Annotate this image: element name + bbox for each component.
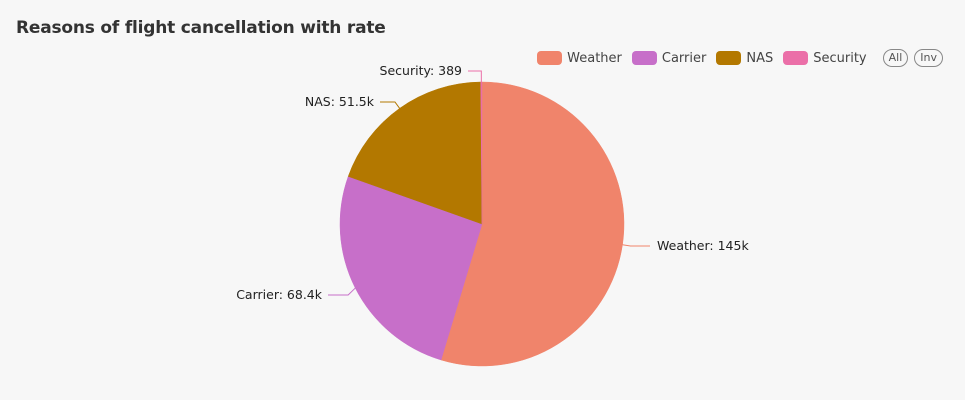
slice-label-nas: NAS: 51.5k — [305, 94, 375, 109]
legend-label-security: Security — [813, 50, 867, 66]
slice-label-security: Security: 389 — [380, 63, 463, 78]
leader-line-carrier — [328, 287, 356, 296]
legend-item-carrier[interactable]: Carrier — [631, 50, 707, 66]
legend-label-carrier: Carrier — [661, 50, 707, 66]
legend-item-security[interactable]: Security — [783, 50, 867, 66]
legend-swatch-weather — [537, 51, 563, 65]
legend-item-weather[interactable]: Weather — [537, 51, 622, 66]
legend-item-nas[interactable]: NAS — [716, 51, 773, 66]
slice-label-carrier: Carrier: 68.4k — [236, 287, 323, 302]
chart-title: Reasons of flight cancellation with rate — [16, 18, 386, 38]
legend-swatch-nas — [716, 51, 742, 65]
pie-slice-carrier[interactable] — [339, 176, 483, 361]
legend-all-button[interactable]: All — [882, 49, 909, 67]
legend-invert-button[interactable]: Inv — [914, 49, 943, 67]
leader-line-nas — [380, 101, 401, 109]
slice-label-weather: Weather: 145k — [657, 238, 749, 253]
leader-line-weather — [622, 244, 650, 247]
legend-swatch-security — [783, 51, 809, 65]
legend-label-nas: NAS — [746, 50, 774, 66]
leader-line-security — [468, 70, 482, 83]
legend-label-weather: Weather — [567, 50, 622, 66]
legend-swatch-carrier — [631, 51, 657, 65]
legend: Weather Carrier NAS Security All Inv — [537, 49, 943, 67]
